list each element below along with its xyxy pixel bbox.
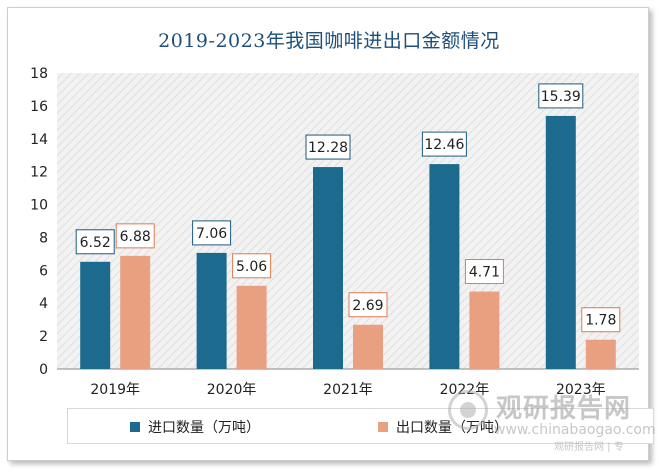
y-tick-label: 6 bbox=[39, 263, 48, 279]
data-label-box bbox=[75, 229, 115, 255]
y-tick-label: 8 bbox=[39, 230, 48, 246]
x-tick-label: 2019年 bbox=[90, 382, 140, 398]
chart-title: 2019-2023年我国咖啡进出口金额情况 bbox=[158, 30, 500, 52]
y-tick-label: 0 bbox=[39, 362, 48, 378]
data-label-box bbox=[348, 292, 388, 318]
legend-label-import: 进口数量（万吨） bbox=[148, 420, 260, 436]
legend-swatch-export bbox=[378, 422, 388, 432]
y-tick-label: 18 bbox=[30, 66, 48, 82]
x-axis: 2019年 2020年 2021年 2022年 2023年 bbox=[90, 382, 605, 398]
data-label-box bbox=[115, 223, 155, 249]
x-tick-label: 2021年 bbox=[323, 382, 373, 398]
data-label-box bbox=[464, 259, 504, 285]
plot-area-background bbox=[57, 73, 639, 369]
data-label: 12.28 bbox=[308, 140, 348, 156]
bar-import bbox=[313, 167, 343, 369]
bar-export bbox=[469, 291, 500, 369]
data-labels-group: 6.52 6.88 7.06 5.06 12.28 2.69 12.46 4.71 15.39 1… bbox=[75, 83, 621, 333]
bar-export bbox=[353, 324, 383, 369]
data-label: 1.78 bbox=[585, 313, 616, 329]
data-label: 2.69 bbox=[352, 298, 383, 314]
y-tick-label: 16 bbox=[30, 99, 48, 115]
legend: 进口数量（万吨） 出口数量（万吨） bbox=[67, 408, 654, 444]
y-tick-label: 14 bbox=[30, 132, 48, 148]
data-label-box bbox=[581, 307, 621, 333]
bar-export bbox=[585, 339, 616, 369]
y-axis: 0 2 4 6 8 10 12 14 16 18 bbox=[30, 66, 639, 378]
data-label-box bbox=[538, 83, 584, 109]
legend-item-import: 进口数量（万吨） bbox=[130, 417, 260, 437]
y-tick-label: 4 bbox=[39, 296, 48, 312]
data-label: 7.06 bbox=[196, 226, 227, 242]
data-label-box bbox=[192, 220, 232, 246]
bar-import bbox=[80, 261, 111, 369]
x-tick-label: 2022年 bbox=[440, 382, 490, 398]
bar-import bbox=[429, 164, 460, 369]
legend-item-export: 出口数量（万吨） bbox=[378, 417, 508, 437]
data-label: 5.06 bbox=[236, 259, 267, 275]
data-label-box bbox=[421, 131, 467, 157]
data-label: 6.52 bbox=[80, 235, 111, 251]
x-tick-label: 2023年 bbox=[556, 382, 606, 398]
data-label: 15.39 bbox=[541, 89, 581, 105]
data-label-box bbox=[305, 134, 351, 160]
y-tick-label: 10 bbox=[30, 198, 48, 214]
data-label-box bbox=[232, 253, 272, 279]
bar-import bbox=[196, 252, 227, 369]
data-label: 4.71 bbox=[469, 265, 500, 281]
y-tick-label: 2 bbox=[39, 329, 48, 345]
bar-import bbox=[545, 115, 576, 369]
legend-swatch-import bbox=[130, 422, 140, 432]
bars-group bbox=[80, 115, 616, 369]
data-label: 12.46 bbox=[424, 137, 464, 153]
bar-export bbox=[120, 255, 151, 369]
data-label: 6.88 bbox=[120, 229, 151, 245]
y-tick-label: 12 bbox=[30, 165, 48, 181]
bar-export bbox=[236, 285, 267, 369]
legend-label-export: 出口数量（万吨） bbox=[396, 420, 508, 436]
x-tick-label: 2020年 bbox=[207, 382, 257, 398]
